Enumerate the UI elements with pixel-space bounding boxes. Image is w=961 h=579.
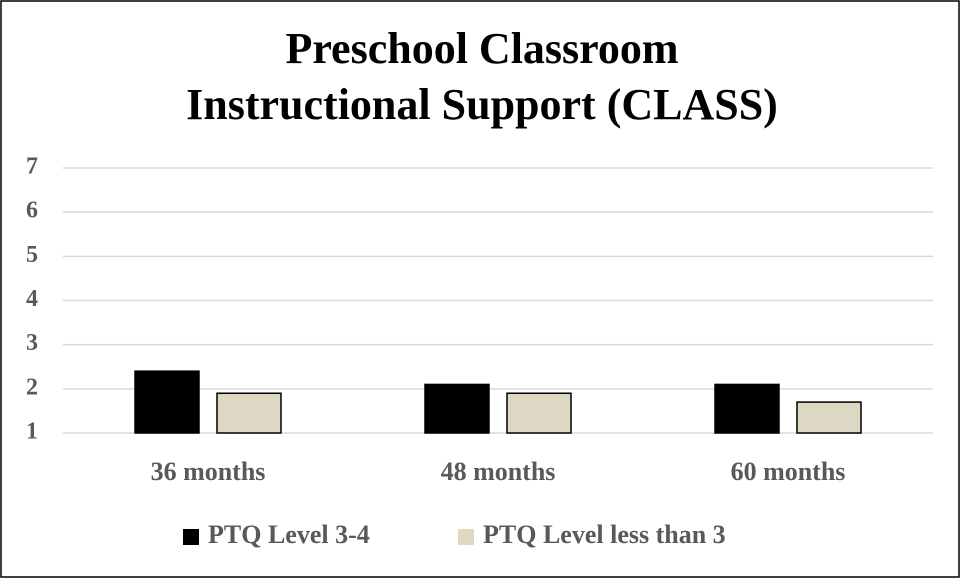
legend-label: PTQ Level less than 3 xyxy=(483,520,726,549)
bar xyxy=(714,383,780,434)
y-tick-label: 1 xyxy=(26,419,38,445)
bar xyxy=(424,383,490,434)
legend-label: PTQ Level 3-4 xyxy=(208,520,370,549)
y-tick-label: 6 xyxy=(26,198,38,224)
y-tick-label: 7 xyxy=(26,154,38,180)
chart-title: Preschool Classroom xyxy=(285,24,678,73)
y-tick-label: 4 xyxy=(26,286,38,312)
legend-swatch xyxy=(183,529,199,545)
x-tick-label: 48 months xyxy=(441,457,556,486)
x-tick-label: 36 months xyxy=(151,457,266,486)
y-tick-label: 3 xyxy=(26,330,38,356)
bar xyxy=(506,392,572,434)
y-tick-label: 2 xyxy=(26,374,38,400)
x-tick-label: 60 months xyxy=(731,457,846,486)
bar xyxy=(216,392,282,434)
chart-title: Instructional Support (CLASS) xyxy=(186,80,778,129)
bar xyxy=(796,401,862,434)
y-tick-label: 5 xyxy=(26,242,38,268)
bar xyxy=(134,370,200,434)
legend-swatch xyxy=(458,529,474,545)
